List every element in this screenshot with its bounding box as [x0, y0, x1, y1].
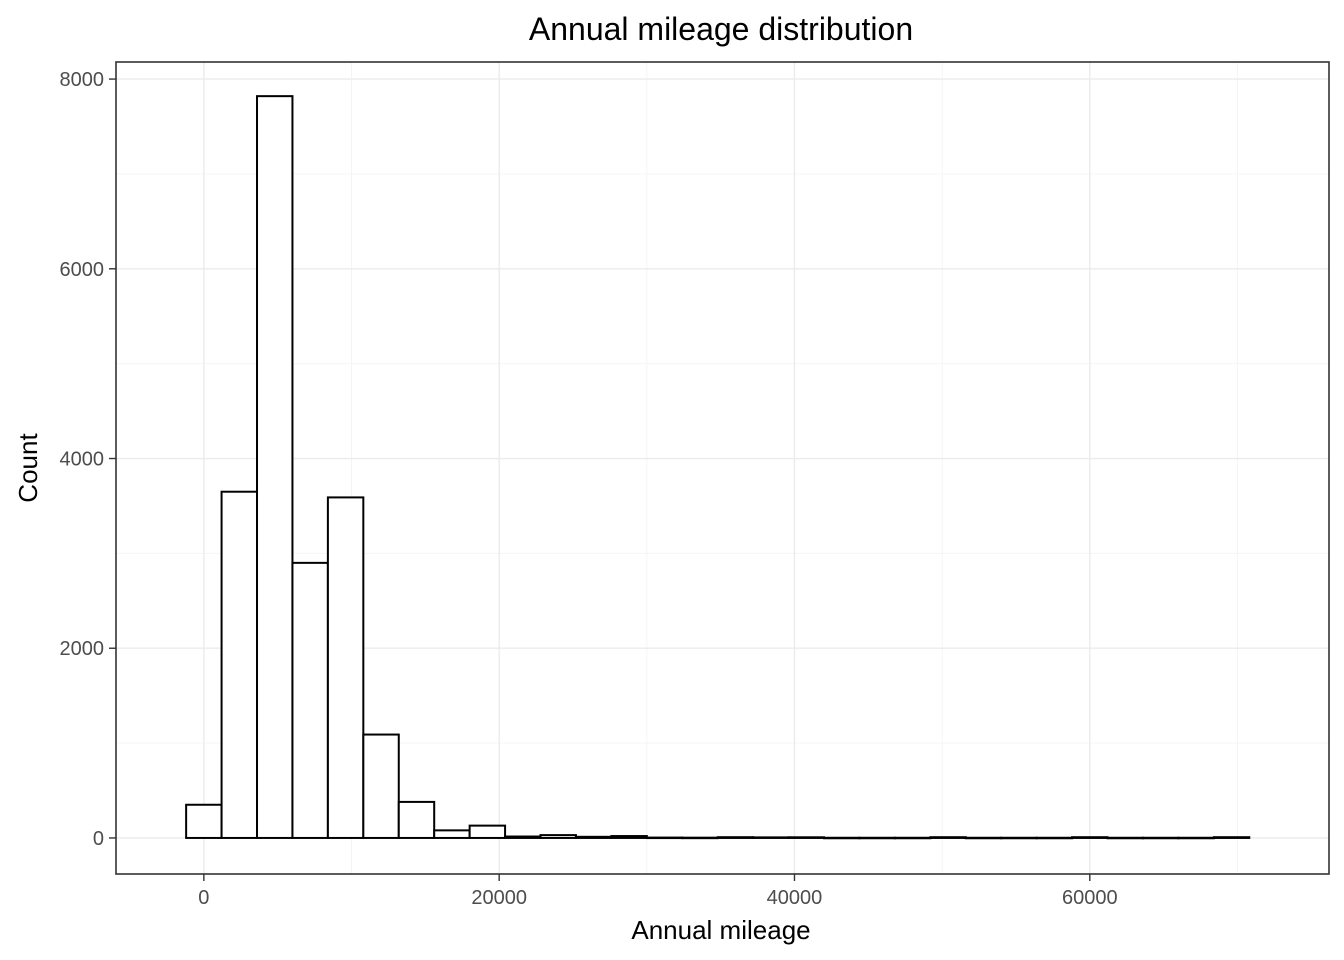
- histogram-bar: [220, 490, 259, 839]
- histogram-bar: [1035, 836, 1074, 840]
- histogram-bar: [362, 733, 400, 839]
- histogram-bar: [893, 836, 932, 840]
- histogram-bar: [787, 836, 826, 839]
- histogram-bar: [468, 824, 507, 839]
- x-axis-tick-labels: 0 20000 40000 60000: [198, 887, 1117, 909]
- x-axis-title: Annual mileage: [631, 915, 810, 945]
- histogram-bar: [610, 835, 648, 839]
- y-axis-tick-labels: 0 2000 4000 6000 8000: [60, 69, 105, 850]
- axis-ticks: [109, 78, 1091, 881]
- histogram-bar: [291, 561, 329, 839]
- histogram-bar: [681, 836, 719, 840]
- histogram-bar: [858, 836, 896, 840]
- x-tick-label: 60000: [1062, 887, 1118, 909]
- histogram-bar: [823, 836, 861, 840]
- histogram-bar: [397, 800, 436, 839]
- y-tick-label: 2000: [60, 638, 105, 660]
- y-tick-label: 4000: [60, 449, 105, 471]
- histogram-bar: [1212, 836, 1251, 839]
- histogram-bar: [1000, 836, 1038, 840]
- histogram-bar: [574, 835, 613, 839]
- y-tick-label: 6000: [60, 259, 105, 281]
- histogram-bar: [716, 836, 755, 839]
- chart-title: Annual mileage distribution: [529, 11, 913, 47]
- histogram-bar: [1106, 836, 1144, 840]
- gridlines: [116, 62, 1329, 874]
- histogram-bar: [1071, 836, 1109, 839]
- histogram-bar: [433, 829, 471, 839]
- histogram-bar: [256, 95, 294, 839]
- y-axis-title: Count: [13, 433, 43, 503]
- histogram-bar: [645, 836, 684, 840]
- histogram-bar: [752, 836, 790, 839]
- x-tick-label: 40000: [767, 887, 823, 909]
- y-tick-label: 0: [93, 828, 104, 850]
- histogram-bars: [185, 95, 1251, 840]
- histogram-bar: [929, 836, 967, 839]
- histogram-bar: [964, 836, 1003, 840]
- histogram-bar: [185, 803, 223, 839]
- histogram-bar: [1141, 836, 1180, 840]
- histogram-bar: [504, 835, 542, 839]
- histogram-bar: [1177, 836, 1215, 840]
- histogram-bar: [539, 834, 577, 839]
- y-tick-label: 8000: [60, 69, 105, 91]
- x-tick-label: 20000: [471, 887, 527, 909]
- histogram-bar: [326, 496, 365, 839]
- x-tick-label: 0: [198, 887, 209, 909]
- panel-border: [115, 61, 1330, 875]
